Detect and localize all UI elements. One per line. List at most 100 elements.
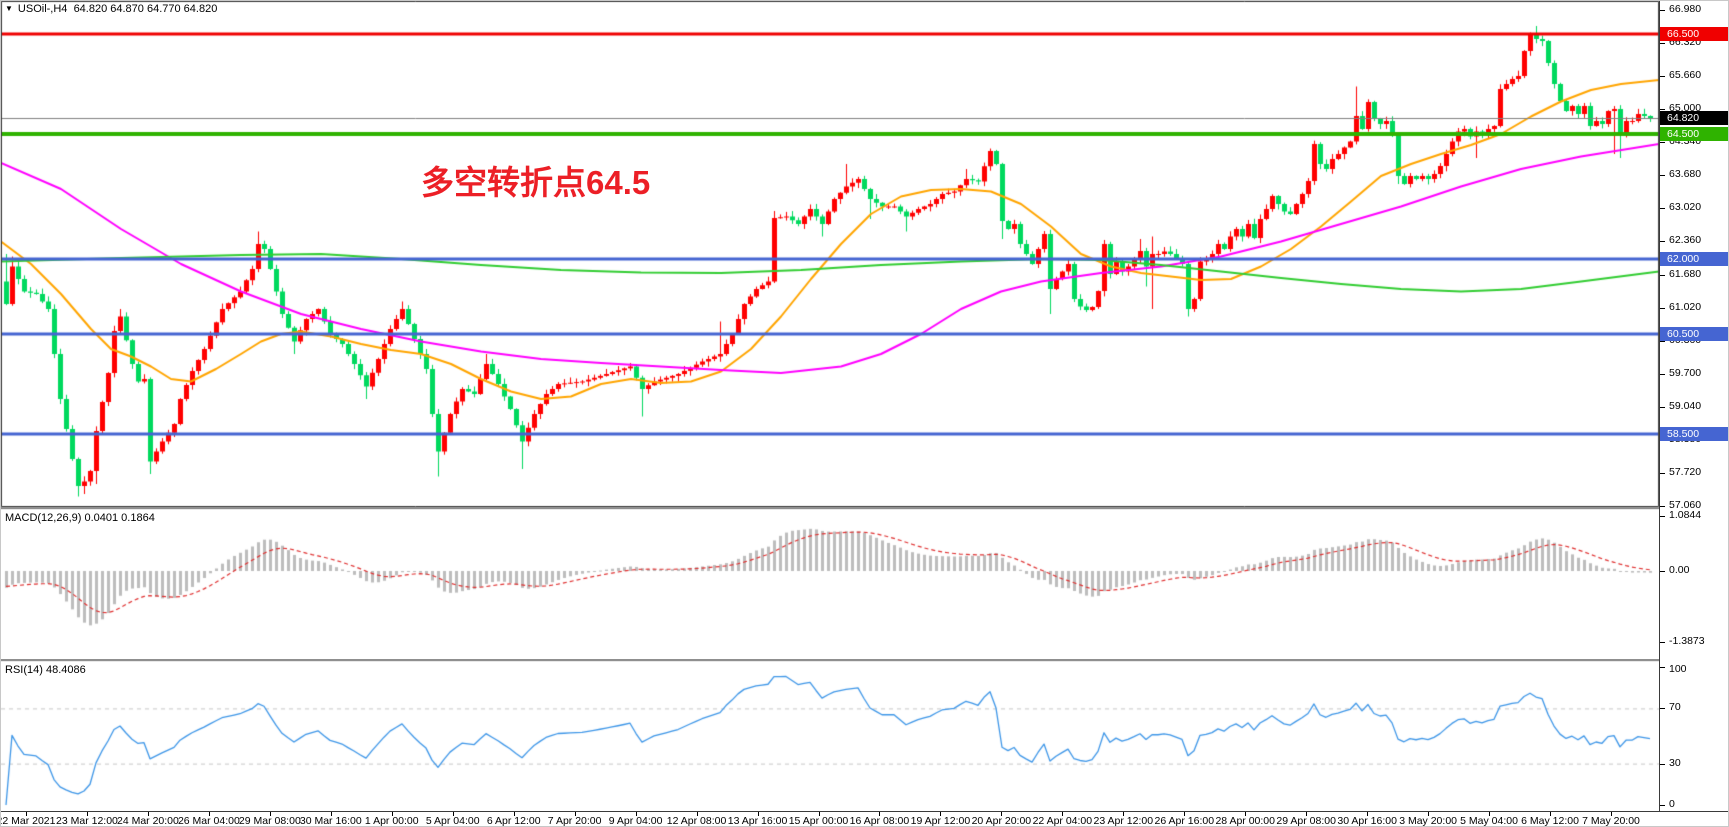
time-axis[interactable]: 22 Mar 2021 23 Mar 12:00 24 Mar 20:00 26 Ma…: [0, 811, 1728, 827]
price-tick-mark: [1660, 142, 1665, 143]
time-tick-mark: [696, 812, 698, 816]
macd-tick-mark: [1660, 515, 1665, 517]
time-tick-mark: [1245, 812, 1247, 816]
price-tick-mark: [1660, 76, 1665, 77]
price-tick-label: 62.360: [1669, 234, 1702, 246]
time-tick-label: 6 Apr 12:00: [486, 815, 541, 827]
chart-symbol-label: ▼ USOil-,H4 64.820 64.870 64.770 64.820: [5, 3, 217, 15]
price-tick-mark: [1660, 374, 1665, 375]
price-tick-label: 63.680: [1669, 168, 1702, 180]
price-tick-label: 59.040: [1669, 400, 1702, 412]
time-tick-mark: [1123, 812, 1125, 816]
rsi-indicator-label: RSI(14) 48.4086: [5, 664, 86, 676]
price-tick-label: 59.700: [1669, 367, 1702, 379]
time-tick-mark: [1184, 812, 1186, 816]
current-price-badge: 64.820: [1660, 111, 1728, 125]
symbol-name: USOil-,H4: [17, 3, 68, 15]
time-tick-label: 9 Apr 04:00: [608, 815, 663, 827]
time-tick-mark: [1611, 812, 1612, 816]
macd-tick-mark: [1660, 641, 1665, 643]
rsi-tick-mark: [1660, 667, 1665, 668]
time-tick-label: 7 May 20:00: [1582, 815, 1640, 827]
time-tick-mark: [1428, 812, 1430, 816]
price-tick-label: 63.020: [1669, 201, 1702, 213]
price-tick-mark: [1660, 473, 1665, 474]
rsi-tick-mark: [1660, 805, 1665, 806]
time-tick-label: 30 Mar 16:00: [299, 815, 362, 827]
time-tick-mark: [208, 812, 210, 816]
time-tick-mark: [879, 812, 881, 816]
time-tick-label: 24 Mar 20:00: [116, 815, 179, 827]
rsi-value: 48.4086: [45, 664, 86, 676]
price-axis[interactable]: 66.980 66.320 65.660 65.000 64.340 63.680 63.0…: [1659, 1, 1728, 811]
rsi-tick-label: 100: [1669, 663, 1687, 675]
time-tick-mark: [26, 812, 27, 816]
rsi-tick-label: 0: [1669, 798, 1675, 810]
macd-tick-label: 0.00: [1669, 564, 1690, 576]
macd-tick-label: 1.0844: [1669, 508, 1702, 521]
price-tick-mark: [1660, 308, 1665, 309]
time-tick-mark: [330, 812, 332, 816]
rsi-tick-label: 70: [1669, 701, 1681, 714]
price-tick-label: 65.660: [1669, 69, 1702, 81]
time-tick-mark: [1367, 812, 1369, 816]
time-tick-label: 26 Mar 04:00: [177, 815, 240, 827]
price-chart-canvas[interactable]: [1, 1, 1659, 507]
time-tick-label: 29 Mar 08:00: [238, 815, 301, 827]
symbol-marker-icon: ▼: [5, 4, 13, 13]
time-tick-mark: [818, 812, 820, 816]
time-tick-label: 1 Apr 00:00: [364, 815, 419, 827]
price-tick-mark: [1660, 241, 1665, 242]
time-tick-label: 22 Mar 2021: [0, 815, 56, 827]
price-tick-mark: [1660, 109, 1665, 110]
price-tick-mark: [1660, 10, 1665, 11]
macd-indicator-label: MACD(12,26,9) 0.0401 0.1864: [5, 512, 155, 524]
price-level-badge: 62.000: [1660, 252, 1728, 266]
time-tick-label: 23 Apr 12:00: [1093, 815, 1154, 827]
time-tick-mark: [391, 812, 393, 816]
time-tick-label: 6 May 12:00: [1521, 815, 1579, 827]
time-tick-mark: [269, 812, 271, 816]
time-tick-label: 13 Apr 16:00: [727, 815, 788, 827]
time-tick-mark: [1306, 812, 1308, 816]
time-tick-label: 20 Apr 20:00: [971, 815, 1032, 827]
price-tick-label: 61.680: [1669, 268, 1702, 280]
time-tick-mark: [940, 812, 942, 816]
price-tick-mark: [1660, 208, 1665, 209]
time-tick-label: 3 May 20:00: [1399, 815, 1458, 827]
time-tick-mark: [1062, 812, 1064, 816]
time-tick-mark: [1489, 812, 1491, 816]
time-tick-label: 28 Apr 00:00: [1215, 815, 1275, 827]
time-tick-mark: [1001, 812, 1003, 816]
time-tick-mark: [513, 812, 515, 816]
rsi-tick-mark: [1660, 763, 1665, 765]
price-tick-label: 66.980: [1669, 3, 1702, 15]
panel-separator[interactable]: [1, 659, 1728, 662]
time-tick-mark: [86, 812, 88, 816]
price-tick-label: 57.060: [1669, 499, 1702, 511]
price-level-badge: 58.500: [1660, 427, 1728, 441]
time-tick-mark: [147, 812, 149, 816]
time-tick-label: 5 May 04:00: [1460, 815, 1518, 827]
price-level-badge: 60.500: [1660, 327, 1728, 341]
time-tick-mark: [574, 812, 576, 816]
panel-separator[interactable]: [1, 507, 1728, 510]
macd-panel-canvas[interactable]: [1, 510, 1659, 659]
time-tick-label: 29 Apr 08:00: [1276, 815, 1336, 827]
time-tick-label: 26 Apr 16:00: [1154, 815, 1215, 827]
price-level-badge: 64.500: [1660, 127, 1728, 141]
time-tick-label: 30 Apr 16:00: [1337, 815, 1397, 827]
annotation-text[interactable]: 多空转折点64.5: [421, 164, 651, 201]
time-tick-label: 16 Apr 08:00: [849, 815, 910, 827]
price-level-badge: 66.500: [1660, 27, 1728, 41]
price-tick-mark: [1660, 341, 1665, 342]
time-tick-mark: [452, 812, 454, 816]
macd-values: 0.0401 0.1864: [84, 512, 155, 524]
rsi-tick-mark: [1660, 708, 1665, 710]
price-tick-mark: [1660, 43, 1665, 44]
rsi-tick-label: 30: [1669, 756, 1681, 769]
rsi-panel-canvas[interactable]: [1, 662, 1659, 811]
time-tick-mark: [1550, 812, 1552, 816]
price-tick-mark: [1660, 275, 1665, 276]
